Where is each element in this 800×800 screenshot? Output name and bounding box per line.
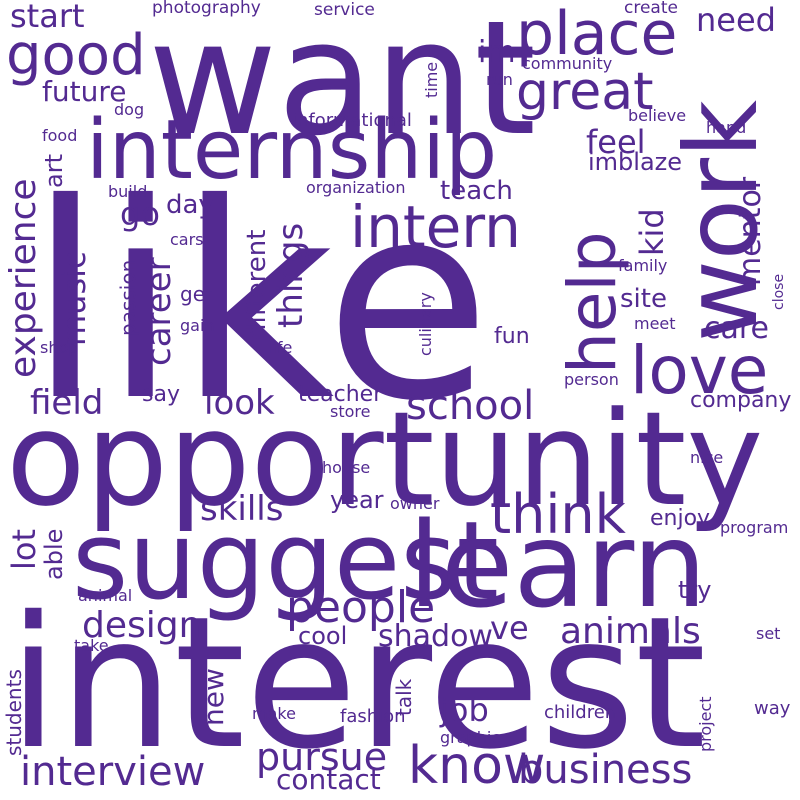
word-close: close	[771, 273, 787, 310]
word-day: day	[166, 190, 214, 220]
word-shop: shop	[40, 338, 79, 357]
word-cars: cars	[170, 230, 204, 249]
word-think: think	[490, 483, 626, 546]
word-different: different	[242, 229, 272, 340]
word-imblaze: imblaze	[588, 148, 683, 176]
word-meet: meet	[634, 314, 676, 333]
word-animals: animals	[560, 611, 701, 652]
word-start: start	[10, 0, 85, 35]
word-field: field	[30, 383, 104, 423]
word-fun: fun	[494, 324, 530, 349]
word-look: look	[204, 383, 275, 423]
word-make: make	[252, 704, 296, 723]
word-say: say	[142, 382, 180, 407]
word-photography: photography	[152, 0, 261, 18]
word-animal: animal	[78, 586, 133, 605]
word-owner: owner	[390, 494, 440, 513]
word-interview: interview	[20, 749, 206, 795]
word-create: create	[624, 0, 678, 18]
word-feel: feel	[586, 123, 646, 161]
word-mentor: mentor	[733, 176, 768, 286]
word-program: program	[720, 518, 789, 537]
word-culinary: culinary	[416, 292, 435, 356]
word-im: im	[478, 35, 516, 70]
word-interest: interest	[8, 577, 707, 789]
word-shadow: shadow	[378, 619, 493, 654]
word-experience: experience	[3, 178, 44, 378]
word-suggest: suggest	[72, 499, 499, 624]
word-job: job	[440, 691, 489, 729]
word-family: family	[618, 256, 668, 275]
word-future: future	[42, 75, 127, 108]
word-store: store	[330, 402, 371, 421]
word-lot: lot	[5, 528, 43, 570]
word-learn: learn	[408, 496, 707, 634]
word-intern: intern	[350, 193, 521, 261]
word-gain: gain	[180, 316, 215, 335]
word-care: care	[704, 311, 770, 346]
word-organization: organization	[306, 178, 406, 197]
word-school: school	[406, 383, 535, 429]
word-believe: believe	[628, 106, 687, 125]
word-internship: internship	[86, 103, 498, 198]
word-time: time	[422, 61, 441, 98]
word-students: students	[2, 669, 26, 756]
word-year: year	[330, 486, 384, 514]
word-new: new	[197, 668, 230, 726]
word-site: site	[620, 284, 667, 314]
word-life: life	[268, 338, 293, 357]
word-try: try	[678, 576, 712, 604]
word-set: set	[756, 624, 781, 643]
word-person: person	[564, 370, 619, 389]
word-pursue: pursue	[256, 735, 388, 779]
word-dog: dog	[114, 100, 145, 119]
word-ve: ve	[490, 609, 529, 647]
word-contact: contact	[276, 763, 381, 796]
word-kid: kid	[633, 208, 671, 256]
word-know: know	[408, 736, 546, 796]
word-skills: skills	[200, 489, 284, 529]
word-good: good	[6, 23, 146, 88]
word-teach: teach	[440, 176, 513, 206]
word-design: design	[82, 605, 202, 646]
word-place: place	[516, 0, 678, 69]
word-enjoy: enjoy	[650, 506, 711, 531]
word-company: company	[690, 388, 792, 413]
word-art: art	[40, 154, 68, 188]
word-want: want	[148, 0, 537, 171]
word-opportunity: opportunity	[6, 383, 764, 535]
word-love: love	[630, 332, 769, 409]
word-community: community	[522, 54, 613, 73]
word-career: career	[139, 257, 179, 366]
word-people: people	[286, 582, 436, 633]
word-business: business	[518, 747, 693, 793]
word-build: build	[108, 182, 148, 201]
word-great: great	[516, 62, 654, 122]
word-cool: cool	[298, 622, 348, 650]
word-go: go	[120, 195, 160, 233]
word-get: get	[180, 282, 213, 306]
word-hand: hand	[706, 118, 747, 137]
word-graphic: graphic	[440, 728, 501, 747]
word-informational: informational	[292, 110, 412, 131]
word-fashion: fashion	[340, 706, 406, 727]
word-run: run	[486, 70, 513, 89]
word-food: food	[42, 126, 78, 145]
word-teacher: teacher	[298, 382, 383, 407]
word-things: things	[271, 222, 311, 328]
word-music: music	[55, 251, 93, 346]
word-passion: passion	[116, 259, 140, 336]
word-need: need	[696, 1, 776, 39]
word-able: able	[40, 528, 68, 580]
word-service: service	[314, 0, 375, 20]
word-help: help	[554, 231, 631, 374]
word-house: house	[322, 458, 371, 477]
word-project: project	[696, 696, 715, 752]
word-way: way	[754, 698, 791, 719]
word-nice: nice	[690, 448, 724, 467]
word-like: like	[28, 145, 491, 460]
word-take: take	[74, 636, 109, 655]
word-children: children	[544, 702, 617, 723]
